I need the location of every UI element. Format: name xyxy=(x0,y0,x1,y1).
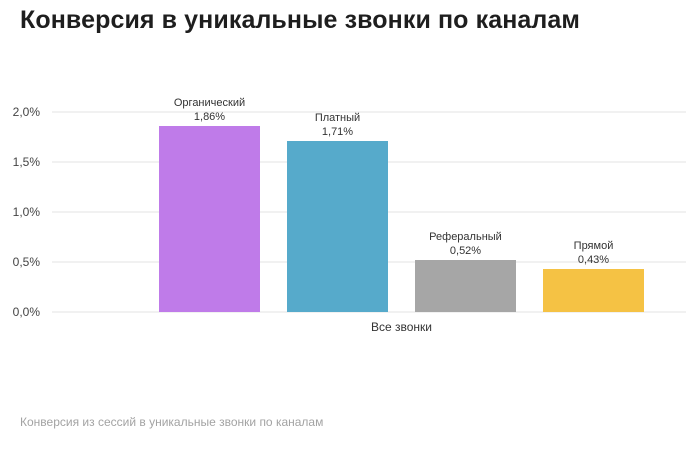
series-name-label: Платный xyxy=(315,112,360,124)
x-category-label: Все звонки xyxy=(371,320,432,334)
chart-title: Конверсия в уникальные звонки по каналам xyxy=(20,6,580,34)
bar xyxy=(287,141,388,312)
x-axis-categories: Все звонки xyxy=(371,320,432,334)
bar xyxy=(159,126,260,312)
value-label: 1,86% xyxy=(194,111,225,123)
bars xyxy=(159,126,644,312)
bar-labels: Органический 1,86% Платный 1,71% Реферальный… xyxy=(174,97,613,266)
bar xyxy=(543,269,644,312)
value-label: 0,43% xyxy=(578,254,609,266)
bar xyxy=(415,260,516,312)
value-label: 0,52% xyxy=(450,245,481,257)
series-name-label: Прямой xyxy=(574,240,614,252)
y-tick-label: 2,0% xyxy=(13,105,41,119)
y-axis-ticks: 0,0% 0,5% 1,0% 1,5% 2,0% xyxy=(13,105,41,319)
y-tick-label: 1,5% xyxy=(13,155,41,169)
chart-caption: Конверсия из сессий в уникальные звонки … xyxy=(20,415,324,429)
y-tick-label: 0,0% xyxy=(13,305,41,319)
series-name-label: Реферальный xyxy=(429,231,502,243)
y-tick-label: 1,0% xyxy=(13,205,41,219)
y-tick-label: 0,5% xyxy=(13,255,41,269)
series-name-label: Органический xyxy=(174,97,245,109)
value-label: 1,71% xyxy=(322,126,353,138)
